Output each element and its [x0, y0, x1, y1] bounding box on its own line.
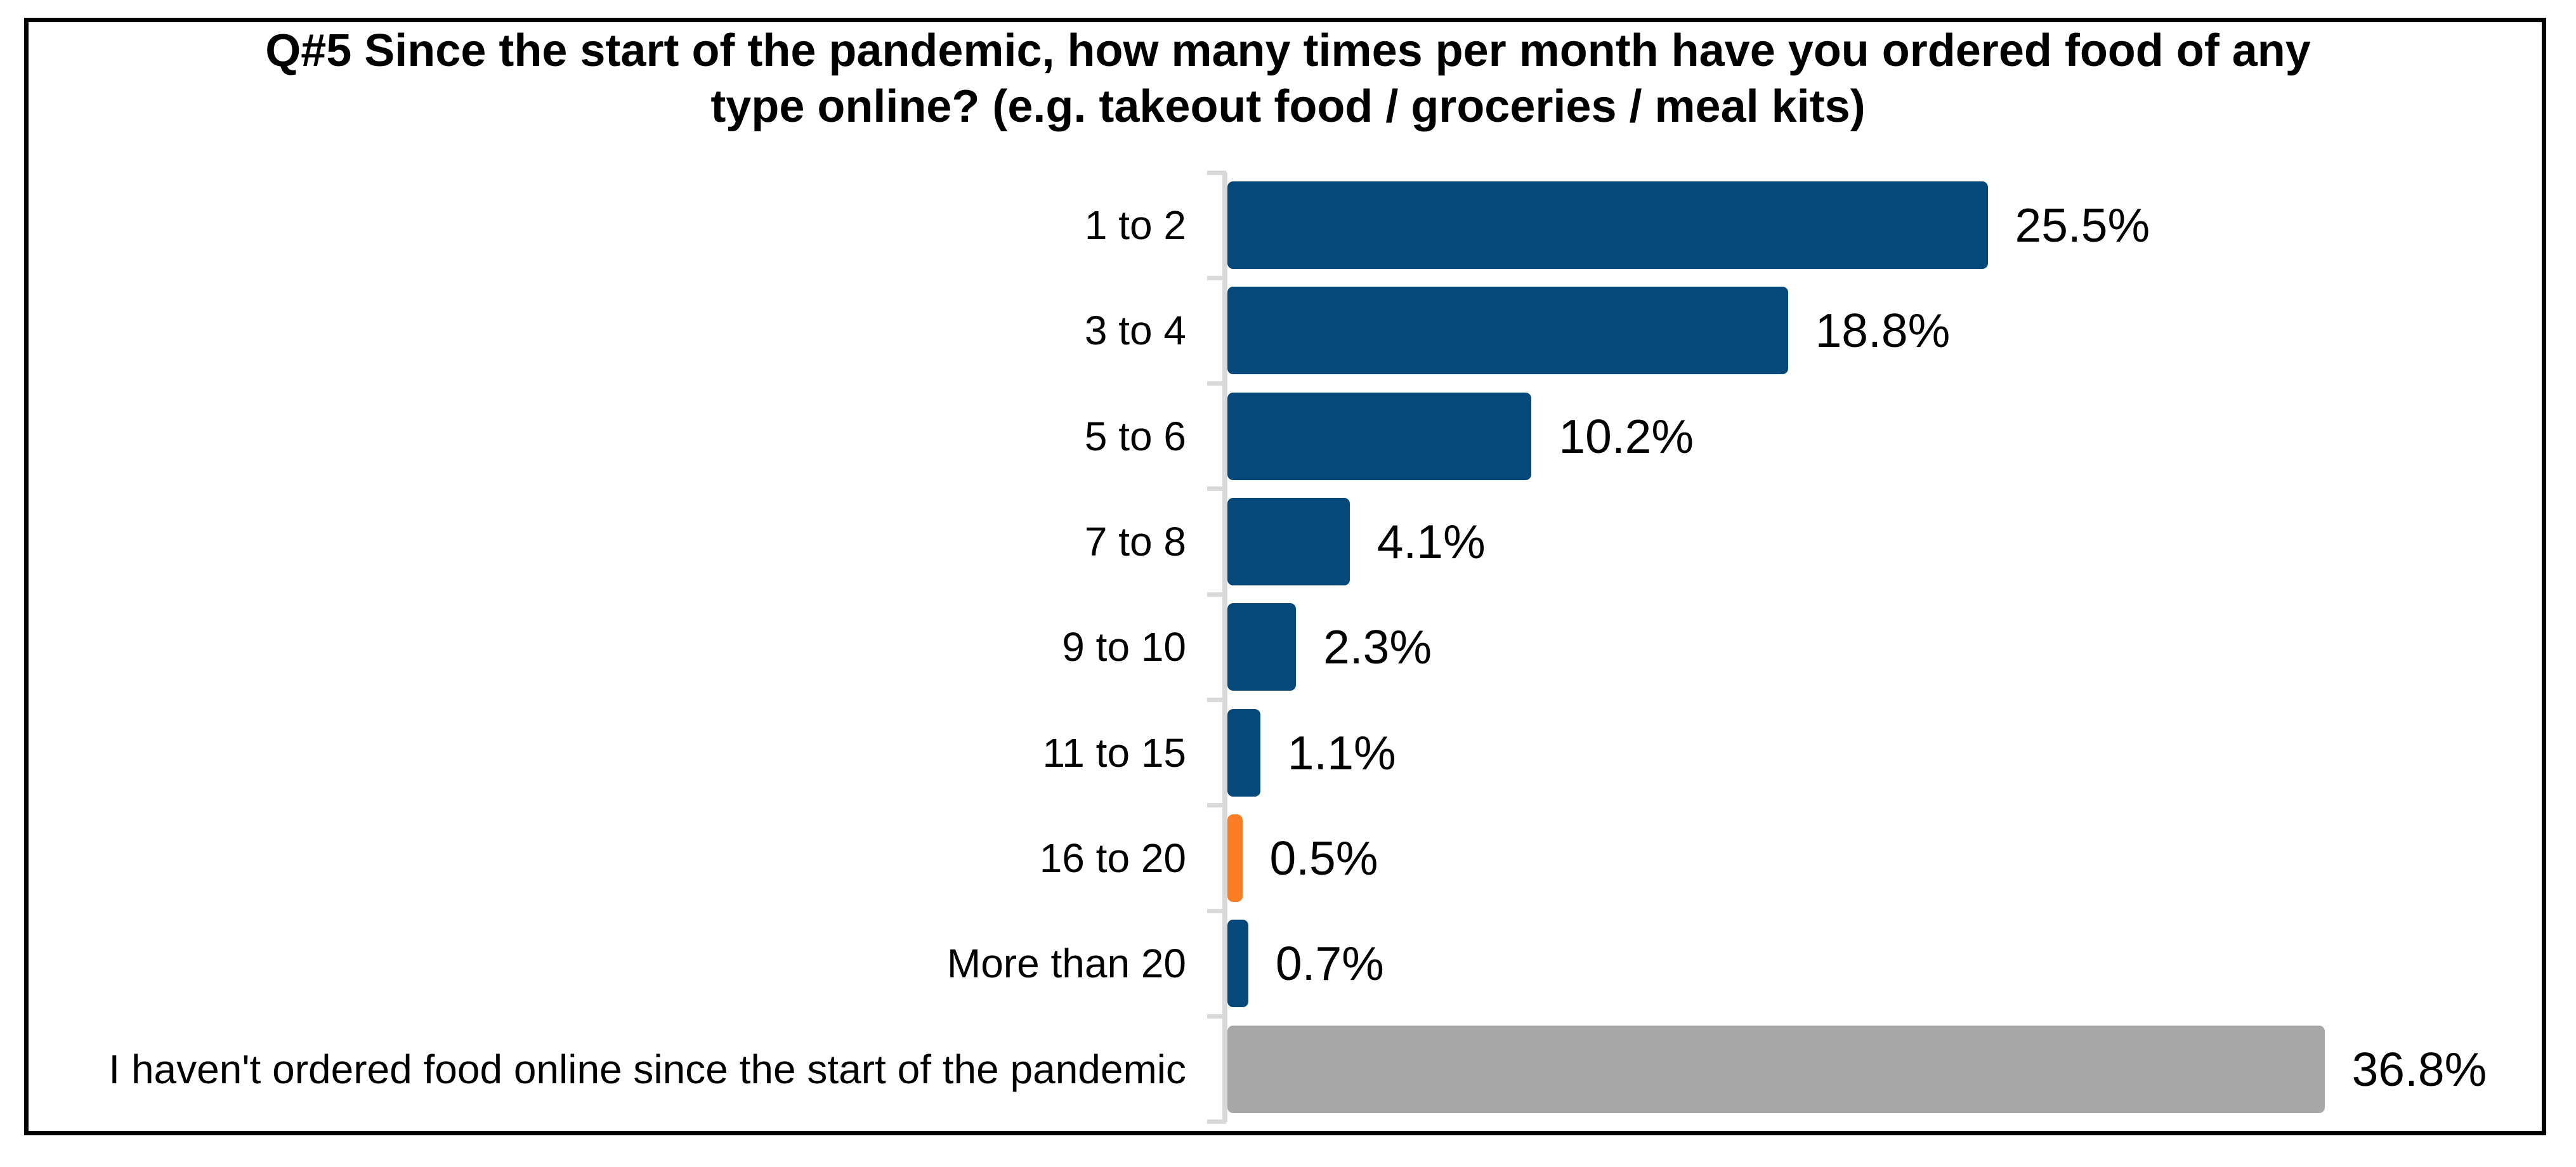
category-label: 1 to 2: [1084, 202, 1186, 249]
axis-tick: [1207, 486, 1226, 492]
category-label: 11 to 15: [1042, 729, 1186, 776]
axis-tick: [1207, 381, 1226, 386]
axis-tick: [1207, 698, 1226, 703]
value-label: 0.5%: [1269, 831, 1378, 885]
value-label: 4.1%: [1376, 515, 1486, 569]
bar: [1227, 814, 1243, 902]
bar: [1227, 1025, 2325, 1113]
bar: [1227, 181, 1988, 269]
axis-tick: [1207, 275, 1226, 280]
axis-tick: [1207, 592, 1226, 597]
bar: [1227, 603, 1297, 691]
axis-tick: [1207, 908, 1226, 913]
category-axis-line: [1222, 173, 1227, 1122]
category-label: I haven't ordered food online since the …: [108, 1046, 1186, 1092]
value-label: 1.1%: [1287, 726, 1396, 779]
category-label: 16 to 20: [1039, 835, 1186, 882]
value-label: 36.8%: [2351, 1042, 2487, 1096]
chart-title-line-1: Q#5 Since the start of the pandemic, how…: [265, 25, 2311, 76]
value-label: 10.2%: [1559, 409, 1694, 463]
bar: [1227, 920, 1248, 1008]
bar: [1227, 287, 1788, 375]
category-label: 3 to 4: [1084, 308, 1186, 354]
category-label: 9 to 10: [1062, 624, 1186, 670]
category-label: 5 to 6: [1084, 413, 1186, 459]
chart-title-line-2: type online? (e.g. takeout food / grocer…: [710, 81, 1866, 132]
category-label: 7 to 8: [1084, 519, 1186, 565]
axis-tick: [1207, 1119, 1226, 1125]
value-label: 18.8%: [1815, 304, 1951, 358]
bar: [1227, 708, 1260, 797]
value-label: 25.5%: [2015, 199, 2150, 252]
bar: [1227, 392, 1532, 480]
axis-tick: [1207, 170, 1226, 175]
category-label: More than 20: [946, 941, 1186, 987]
axis-tick: [1207, 1014, 1226, 1019]
value-label: 0.7%: [1275, 937, 1384, 991]
bar: [1227, 497, 1350, 585]
value-label: 2.3%: [1323, 620, 1432, 674]
chart-title: Q#5 Since the start of the pandemic, how…: [0, 23, 2576, 134]
axis-tick: [1207, 803, 1226, 808]
